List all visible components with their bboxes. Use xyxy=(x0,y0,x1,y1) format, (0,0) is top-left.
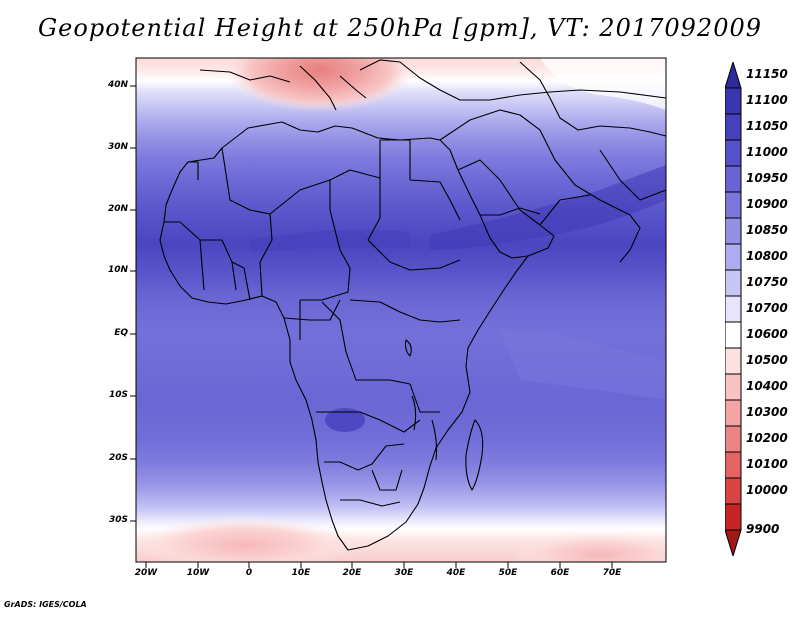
lat-label-30s: 30S xyxy=(108,515,128,525)
lat-label-20n: 20N xyxy=(107,204,128,214)
colorbar-swatch xyxy=(725,269,742,297)
lat-label-10n: 10N xyxy=(107,265,128,275)
colorbar-label-10750: 10750 xyxy=(746,275,788,289)
colorbar-swatch xyxy=(725,113,742,141)
colorbar-label-10200: 10200 xyxy=(746,431,788,445)
colorbar-swatch xyxy=(725,347,742,375)
colorbar-swatch xyxy=(725,373,742,401)
colorbar-label-11150: 11150 xyxy=(746,67,788,81)
lat-label-20s: 20S xyxy=(108,453,128,463)
grads-credit: GrADS: IGES/COLA xyxy=(4,600,87,609)
lon-label-30e: 30E xyxy=(394,568,414,578)
map-title: Geopotential Height at 250hPa [gpm], VT:… xyxy=(38,14,762,42)
colorbar-label-9900: 9900 xyxy=(746,522,780,536)
colorbar-swatch xyxy=(725,295,742,323)
lon-label-50e: 50E xyxy=(498,568,518,578)
colorbar-swatch xyxy=(725,399,742,427)
colorbar-label-10300: 10300 xyxy=(746,405,788,419)
lon-label-20e: 20E xyxy=(342,568,362,578)
colorbar-label-10500: 10500 xyxy=(746,353,788,367)
lon-label-60e: 60E xyxy=(550,568,570,578)
colorbar-swatch xyxy=(725,87,742,115)
lon-label-40e: 40E xyxy=(446,568,466,578)
lat-label-eq: EQ xyxy=(114,328,128,338)
colorbar-swatch xyxy=(725,139,742,167)
lon-label-10e: 10E xyxy=(291,568,311,578)
colorbar-label-10900: 10900 xyxy=(746,197,788,211)
colorbar xyxy=(725,62,742,556)
lon-label-10w: 10W xyxy=(186,568,210,578)
colorbar-swatch xyxy=(725,477,742,505)
colorbar-swatch xyxy=(725,425,742,453)
colorbar-top-arrow xyxy=(725,62,742,89)
colorbar-label-11100: 11100 xyxy=(746,93,788,107)
lat-label-40n: 40N xyxy=(107,80,128,90)
colorbar-swatch xyxy=(725,217,742,245)
colorbar-label-10700: 10700 xyxy=(746,301,788,315)
colorbar-swatch xyxy=(725,243,742,271)
colorbar-label-10000: 10000 xyxy=(746,483,788,497)
colorbar-swatches xyxy=(725,62,742,556)
lon-label-0: 0 xyxy=(245,568,253,578)
colorbar-swatch xyxy=(725,191,742,219)
colorbar-label-10600: 10600 xyxy=(746,327,788,341)
colorbar-swatch xyxy=(725,503,742,531)
colorbar-bottom-arrow xyxy=(725,529,742,556)
colorbar-label-10400: 10400 xyxy=(746,379,788,393)
lon-label-20w: 20W xyxy=(134,568,158,578)
colorbar-label-10950: 10950 xyxy=(746,171,788,185)
colorbar-swatch xyxy=(725,451,742,479)
colorbar-label-11050: 11050 xyxy=(746,119,788,133)
colorbar-label-10800: 10800 xyxy=(746,249,788,263)
colorbar-label-10100: 10100 xyxy=(746,457,788,471)
colorbar-swatch xyxy=(725,165,742,193)
lon-label-70e: 70E xyxy=(602,568,622,578)
colorbar-swatch xyxy=(725,321,742,349)
lat-label-30n: 30N xyxy=(107,142,128,152)
colorbar-label-10850: 10850 xyxy=(746,223,788,237)
lat-label-10s: 10S xyxy=(108,390,128,400)
colorbar-label-11000: 11000 xyxy=(746,145,788,159)
